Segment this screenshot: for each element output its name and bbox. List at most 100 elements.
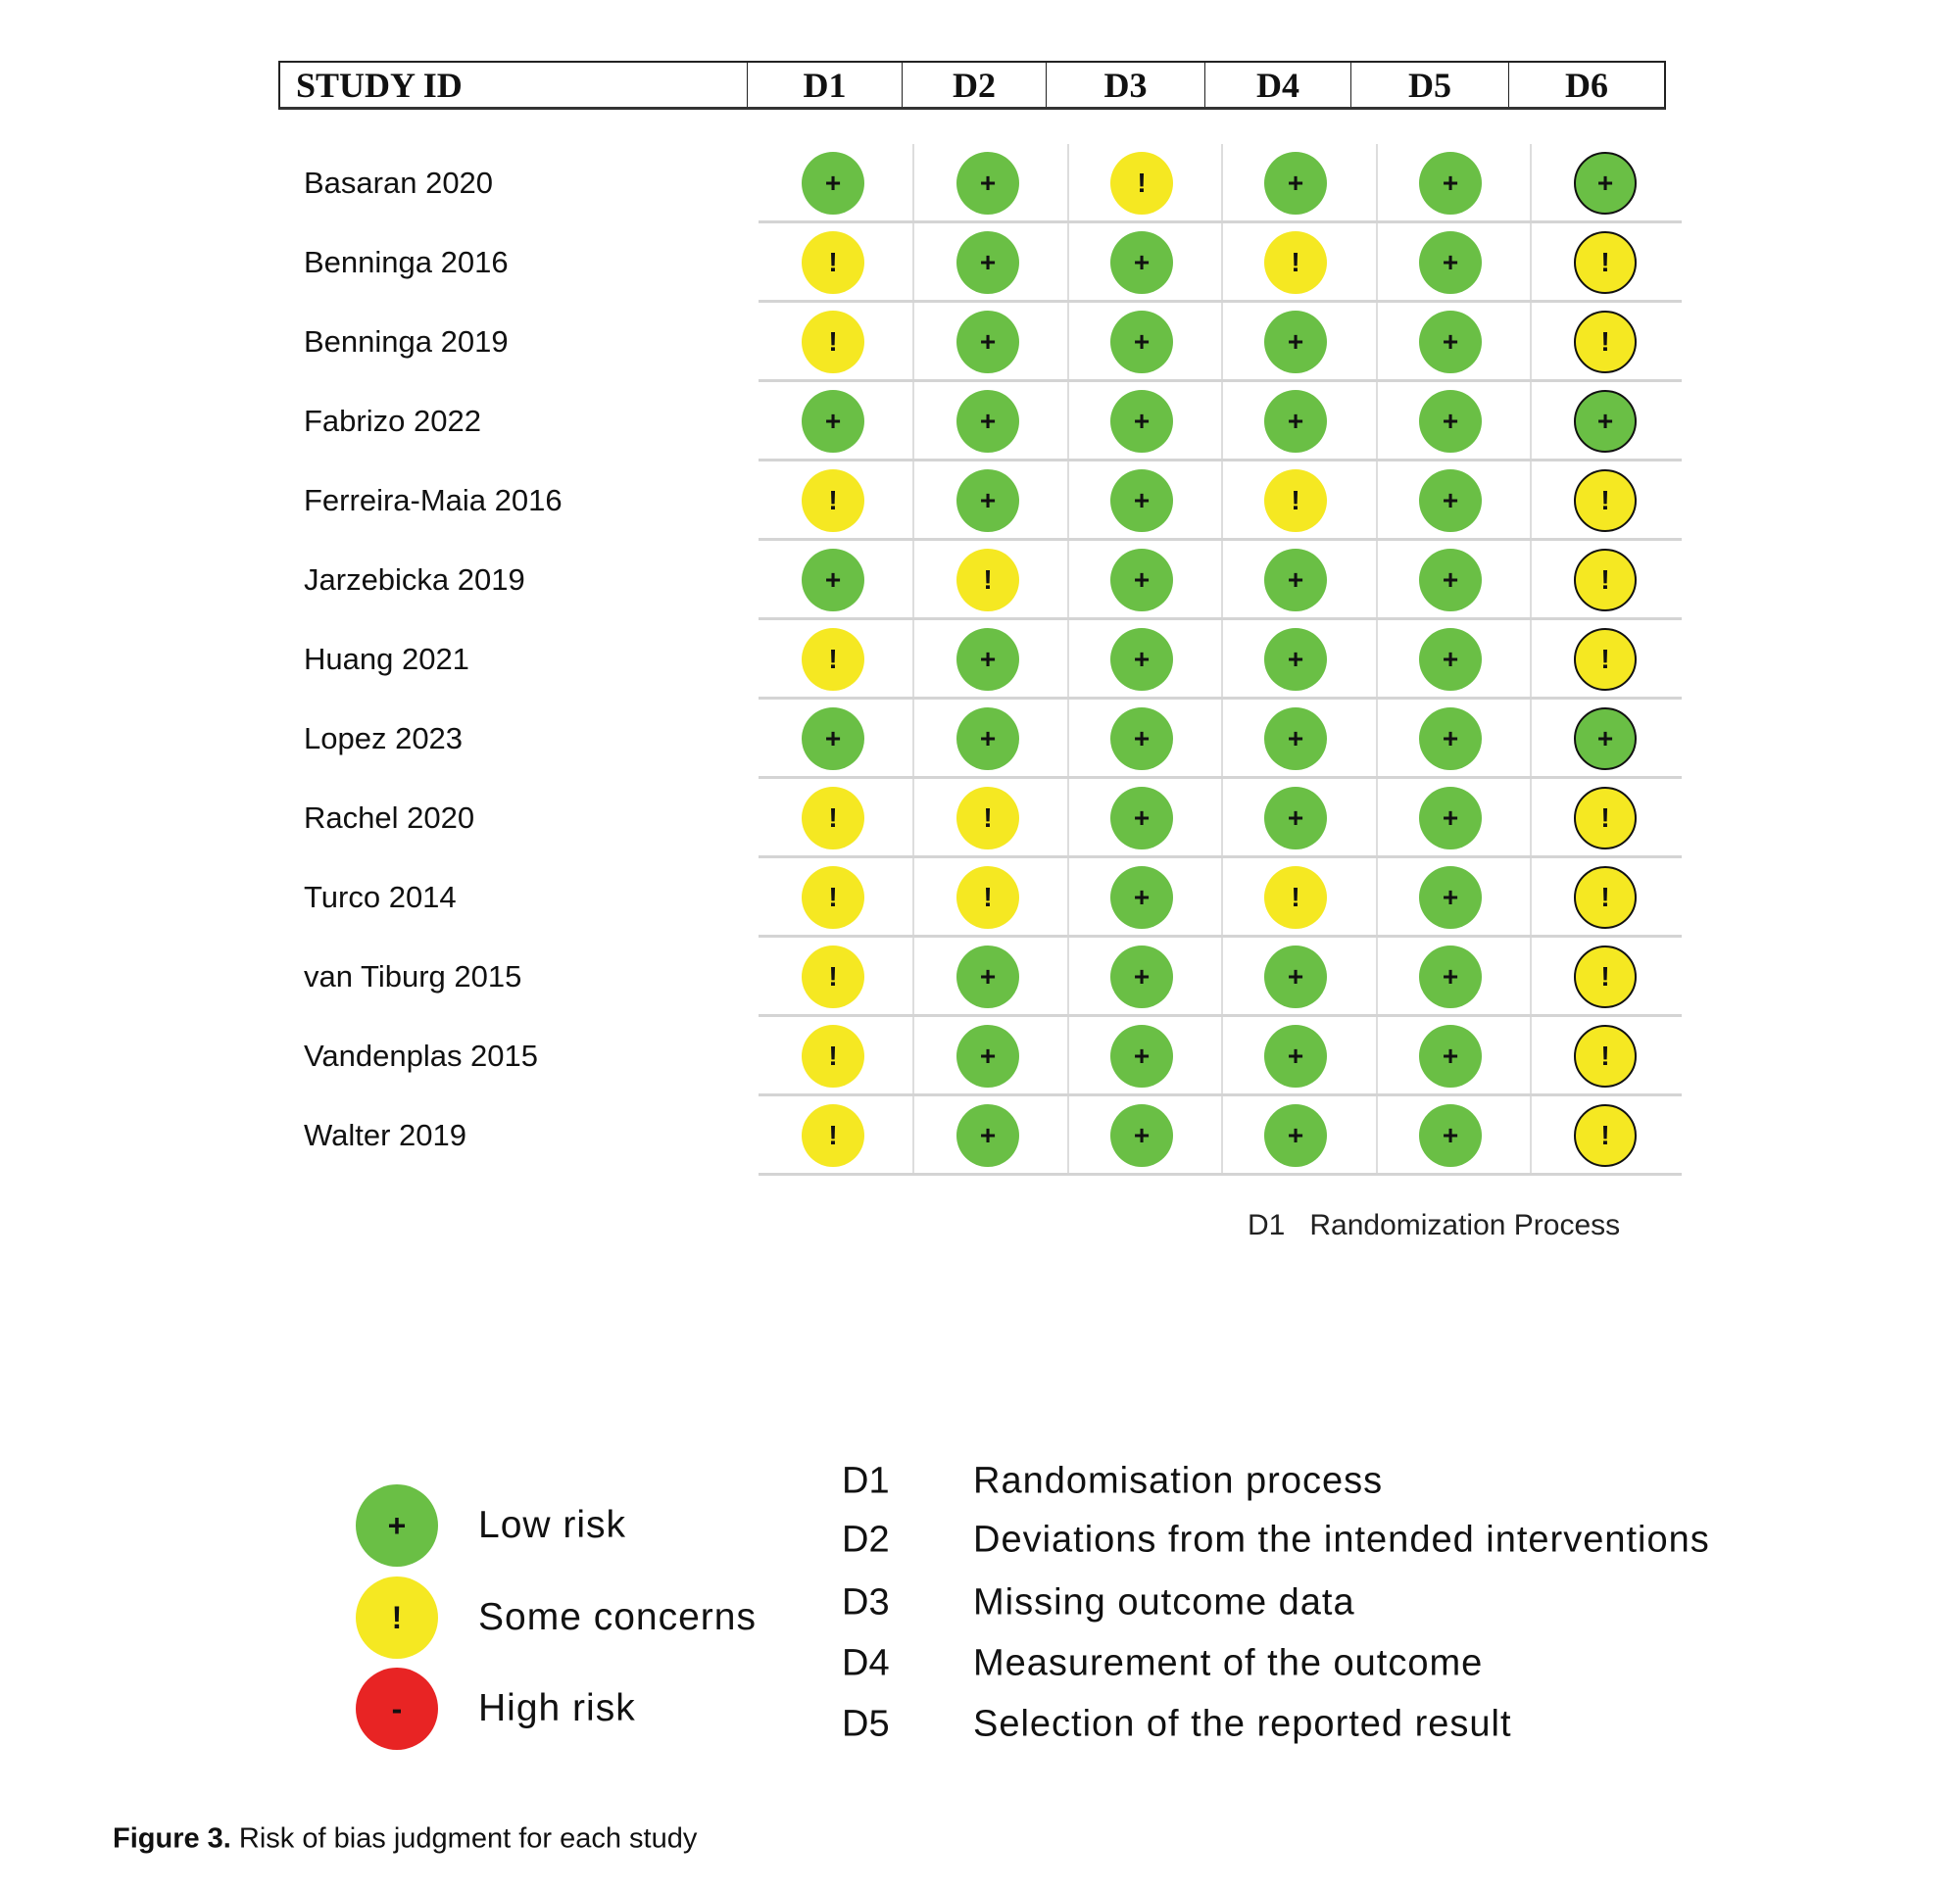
judgment-low-icon: + — [1419, 1025, 1482, 1088]
judgment-some-icon: ! — [802, 628, 864, 691]
judgment-some-icon: ! — [802, 1104, 864, 1167]
judgment-some-icon: ! — [802, 866, 864, 929]
legend-label: High risk — [478, 1687, 636, 1729]
judgment-low-icon: + — [956, 152, 1019, 215]
judgment-low-icon: + — [1419, 390, 1482, 453]
domain-key: D3 — [842, 1581, 890, 1624]
judgment-low-icon: + — [1419, 1104, 1482, 1167]
judgment-some-icon: ! — [802, 1025, 864, 1088]
judgment-low-icon: + — [1110, 469, 1173, 532]
row-divider — [759, 617, 1682, 620]
study-name: Rachel 2020 — [304, 800, 475, 835]
row-divider — [759, 855, 1682, 858]
header-d5: D5 — [1351, 63, 1509, 107]
judgment-some-icon: ! — [1264, 866, 1327, 929]
judgment-low-icon: + — [956, 390, 1019, 453]
row-divider — [759, 220, 1682, 223]
judgment-some-icon: ! — [956, 787, 1019, 849]
header-d4: D4 — [1205, 63, 1351, 107]
judgment-some-icon: ! — [802, 946, 864, 1008]
judgment-low-icon: + — [1574, 390, 1637, 453]
legend-label: Some concerns — [478, 1596, 757, 1638]
judgment-low-icon: + — [1110, 1104, 1173, 1167]
study-name: Walter 2019 — [304, 1118, 466, 1152]
judgment-some-icon: ! — [1574, 1104, 1637, 1167]
judgment-low-icon: + — [1264, 152, 1327, 215]
grid-line — [1067, 144, 1069, 1175]
domain-description: Randomisation process — [973, 1460, 1384, 1502]
judgment-some-icon: ! — [1574, 1025, 1637, 1088]
row-divider — [759, 1173, 1682, 1176]
judgment-low-icon: + — [1264, 628, 1327, 691]
judgment-low-icon: + — [1264, 1104, 1327, 1167]
row-divider — [759, 1014, 1682, 1017]
judgment-low-icon: + — [802, 707, 864, 770]
judgment-some-icon: ! — [1574, 549, 1637, 611]
judgment-some-icon: ! — [1574, 787, 1637, 849]
judgment-some-icon: ! — [1110, 152, 1173, 215]
study-name: Lopez 2023 — [304, 721, 464, 755]
legend-high-icon: - — [356, 1668, 438, 1750]
judgment-low-icon: + — [1419, 866, 1482, 929]
header-d2: D2 — [903, 63, 1047, 107]
grid-line — [1221, 144, 1223, 1175]
judgment-low-icon: + — [1419, 787, 1482, 849]
domain-description: Missing outcome data — [973, 1581, 1355, 1624]
judgment-some-icon: ! — [1264, 231, 1327, 294]
study-name: Fabrizo 2022 — [304, 404, 481, 438]
judgment-low-icon: + — [1264, 390, 1327, 453]
judgment-low-icon: + — [1110, 549, 1173, 611]
caption-text: Risk of bias judgment for each study — [230, 1822, 698, 1855]
legend-label: Low risk — [478, 1504, 627, 1546]
judgment-low-icon: + — [1574, 707, 1637, 770]
judgment-low-icon: + — [956, 231, 1019, 294]
judgment-low-icon: + — [1419, 707, 1482, 770]
table-header: STUDY ID D1 D2 D3 D4 D5 D6 — [278, 61, 1666, 110]
judgment-low-icon: + — [1419, 152, 1482, 215]
study-name: Benninga 2016 — [304, 245, 509, 279]
judgment-low-icon: + — [956, 1104, 1019, 1167]
header-d6: D6 — [1565, 65, 1608, 105]
study-name: Basaran 2020 — [304, 166, 494, 200]
judgment-some-icon: ! — [956, 549, 1019, 611]
legend-some-icon: ! — [356, 1576, 438, 1659]
judgment-low-icon: + — [956, 628, 1019, 691]
domain-key: D2 — [842, 1519, 890, 1561]
judgment-some-icon: ! — [1574, 311, 1637, 373]
judgment-low-icon: + — [1419, 946, 1482, 1008]
domain-key: D4 — [842, 1642, 890, 1684]
grid-line — [1530, 144, 1532, 1175]
judgment-low-icon: + — [802, 549, 864, 611]
judgment-low-icon: + — [802, 390, 864, 453]
judgment-some-icon: ! — [956, 866, 1019, 929]
judgment-low-icon: + — [1419, 628, 1482, 691]
judgment-low-icon: + — [1264, 549, 1327, 611]
row-divider — [759, 459, 1682, 461]
judgment-low-icon: + — [1264, 787, 1327, 849]
figure-caption: Figure 3. Risk of bias judgment for each… — [113, 1823, 697, 1856]
judgment-some-icon: ! — [1574, 628, 1637, 691]
study-name: Huang 2021 — [304, 642, 469, 676]
judgment-low-icon: + — [1264, 946, 1327, 1008]
caption-label: Figure 3. — [113, 1822, 231, 1855]
judgment-some-icon: ! — [1574, 946, 1637, 1008]
judgment-some-icon: ! — [802, 787, 864, 849]
study-name: van Tiburg 2015 — [304, 959, 522, 994]
judgment-low-icon: + — [956, 469, 1019, 532]
study-name: Benninga 2019 — [304, 324, 509, 359]
study-name: Ferreira-Maia 2016 — [304, 483, 563, 517]
study-name: Vandenplas 2015 — [304, 1039, 539, 1073]
judgment-low-icon: + — [956, 946, 1019, 1008]
row-divider — [759, 697, 1682, 700]
judgment-some-icon: ! — [1574, 469, 1637, 532]
row-divider — [759, 776, 1682, 779]
grid-line — [912, 144, 914, 1175]
judgment-some-icon: ! — [1574, 866, 1637, 929]
judgment-low-icon: + — [1110, 866, 1173, 929]
judgment-low-icon: + — [956, 311, 1019, 373]
domain-description: Deviations from the intended interventio… — [973, 1519, 1710, 1561]
judgment-low-icon: + — [1574, 152, 1637, 215]
domain-key: D1 — [842, 1460, 890, 1502]
row-divider — [759, 538, 1682, 541]
judgment-low-icon: + — [1110, 707, 1173, 770]
